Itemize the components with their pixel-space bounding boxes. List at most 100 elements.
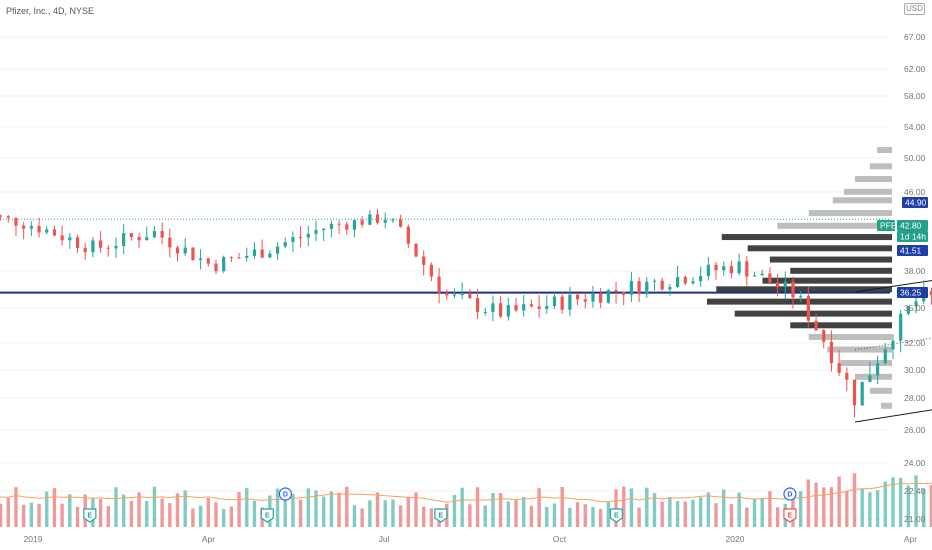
x-tick-label: 2019 — [24, 534, 43, 544]
volume-bar — [645, 487, 649, 527]
volume-bar — [883, 481, 887, 527]
volume-bar — [906, 485, 911, 527]
candle-body — [914, 301, 918, 307]
candle-body — [429, 264, 433, 277]
candle-body — [637, 281, 641, 295]
volume-bar — [722, 489, 726, 527]
candle-body — [60, 235, 64, 241]
candle-body — [483, 311, 487, 313]
candle-body — [6, 216, 10, 218]
price-tag-label: 1d 14h — [900, 232, 926, 242]
volume-bar — [737, 492, 741, 527]
volume-bar — [137, 492, 141, 527]
x-tick-label: Jul — [379, 534, 390, 544]
candle-body — [145, 237, 149, 241]
candle-body — [214, 263, 218, 272]
y-tick-label: 24.00 — [904, 458, 926, 468]
currency-badge[interactable]: USD — [904, 3, 925, 15]
candle-body — [652, 280, 657, 282]
price-axis[interactable]: 67.00 62.00 58.00 54.00 50.00 46.00 38.00 35.00… — [904, 32, 926, 524]
volume-profile-bar — [734, 310, 892, 317]
candle-body — [422, 256, 426, 265]
volume-bar — [283, 488, 287, 527]
volume-bar — [329, 491, 334, 527]
volume-bar — [891, 477, 895, 527]
candle-body — [222, 257, 226, 272]
candle-body — [768, 273, 772, 283]
volume-bar — [21, 504, 26, 527]
volume-bar — [175, 493, 180, 527]
candle-body — [575, 294, 580, 300]
volume-bar — [206, 498, 210, 527]
candle-body — [837, 363, 841, 373]
event-marker-label: E — [265, 513, 270, 520]
y-tick-label: 35.00 — [904, 303, 926, 313]
candle-body — [329, 223, 333, 229]
candle-body — [406, 226, 410, 244]
candle-body — [822, 330, 826, 342]
candle-body — [183, 247, 187, 254]
candle-body — [414, 243, 418, 257]
candle-body — [583, 299, 587, 302]
candle-body — [675, 277, 680, 288]
candle-body — [599, 293, 603, 303]
candle-body — [745, 261, 749, 277]
horizontal-lines — [0, 218, 890, 294]
volume-bar — [629, 488, 634, 527]
volume-profile-bar — [790, 267, 892, 274]
volume-bar — [6, 498, 10, 527]
candle-body — [645, 281, 649, 295]
volume-bar — [898, 477, 903, 527]
y-tick-label: 32.00 — [904, 338, 926, 348]
candle-body — [706, 264, 710, 277]
candle-body — [152, 231, 157, 238]
candle-body — [491, 303, 495, 312]
candle-body — [37, 225, 41, 233]
volume-bar — [129, 500, 134, 527]
candle-body — [875, 363, 880, 376]
candle-body — [891, 340, 895, 350]
x-tick-label: 2020 — [726, 534, 745, 544]
volume-bar — [52, 488, 57, 527]
candle-body — [98, 240, 103, 248]
volume-bar — [668, 497, 672, 527]
candle-body — [629, 281, 634, 295]
volume-bars — [0, 473, 932, 527]
candle-body — [375, 214, 380, 223]
candle-body — [568, 294, 572, 310]
candle-body — [0, 215, 3, 217]
volume-bar — [291, 493, 295, 527]
volume-bar — [768, 491, 772, 527]
volume-bar — [852, 473, 857, 527]
volume-profile-bar — [869, 163, 892, 170]
candle-body — [552, 296, 557, 307]
volume-bar — [506, 501, 511, 527]
y-tick-label: 26.00 — [904, 425, 926, 435]
price-tag-label: PFE — [880, 221, 897, 231]
volume-profile-bar — [777, 222, 892, 229]
earnings-marker — [609, 508, 623, 523]
candle-body — [714, 264, 718, 271]
candle-body — [345, 224, 349, 230]
candle-body — [352, 220, 357, 230]
candle-body — [206, 258, 210, 264]
price-tag-label: 44.90 — [905, 198, 927, 208]
volume-profile-bar — [843, 188, 892, 195]
volume-bar — [160, 498, 164, 527]
y-tick-label: 22.40 — [904, 486, 926, 496]
time-axis[interactable]: 2019AprJulOct2020AprJulOct2021AprJulOct2… — [24, 534, 932, 544]
candle-body — [614, 290, 618, 292]
volume-bar — [529, 505, 534, 527]
channel-mid-line — [854, 337, 932, 351]
candle-body — [91, 240, 95, 253]
volume-bar — [375, 492, 380, 527]
candle-body — [237, 257, 241, 259]
price-tag-label: 36.25 — [900, 288, 922, 298]
volume-bar — [475, 487, 480, 527]
candle-body — [106, 247, 110, 249]
earnings-marker — [260, 508, 274, 523]
candle-body — [852, 379, 857, 406]
volume-profile-bar — [840, 360, 892, 367]
volume-bar — [922, 488, 926, 527]
